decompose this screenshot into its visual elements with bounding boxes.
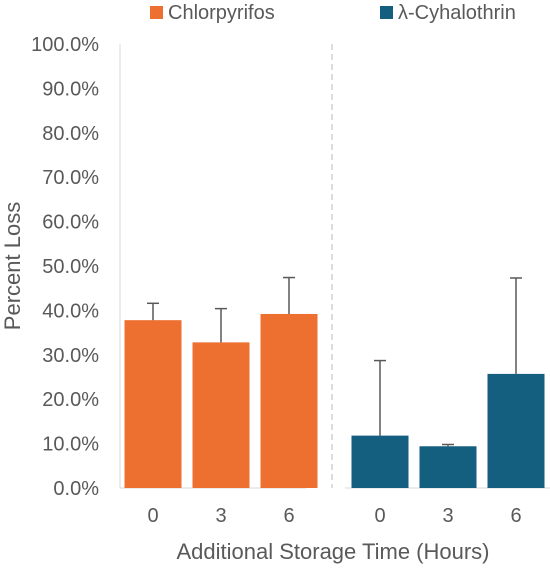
legend: Chlorpyrifos λ-Cyhalothrin (150, 2, 516, 24)
y-tick-label: 10.0% (42, 434, 99, 456)
x-tick-label: 3 (442, 505, 453, 527)
bar (351, 435, 409, 488)
y-tick-label: 80.0% (42, 123, 99, 145)
y-tick-label: 20.0% (42, 389, 99, 411)
x-tick-label: 6 (510, 505, 521, 527)
legend-item: Chlorpyrifos (150, 2, 275, 24)
y-tick-label: 100.0% (31, 34, 99, 56)
bar (192, 342, 250, 488)
x-tick-label: 6 (283, 505, 294, 527)
legend-swatch (150, 6, 163, 19)
x-tick-label: 0 (374, 505, 385, 527)
y-tick-label: 0.0% (53, 478, 99, 500)
y-tick-label: 40.0% (42, 300, 99, 322)
panel-2: 0 3 6 (345, 277, 550, 527)
y-tick-label: 50.0% (42, 256, 99, 278)
x-axis-label: Additional Storage Time (Hours) (176, 539, 489, 564)
x-tick-label: 0 (147, 505, 158, 527)
bar (260, 313, 318, 488)
panel-1: 0 3 6 (119, 44, 318, 527)
y-tick-label: 60.0% (42, 212, 99, 234)
y-axis: 0.0% 10.0% 20.0% 30.0% 40.0% 50.0% 60.0% 70.0% 8… (31, 34, 99, 500)
x-tick-label: 3 (215, 505, 226, 527)
legend-label: λ-Cyhalothrin (398, 2, 516, 24)
legend-swatch (380, 6, 393, 19)
bar (487, 373, 545, 488)
y-tick-label: 70.0% (42, 167, 99, 189)
bar (419, 446, 477, 488)
plot-area: 0 3 6 0 3 6 (119, 44, 550, 527)
bar (124, 320, 182, 488)
legend-label: Chlorpyrifos (168, 2, 275, 24)
y-tick-label: 90.0% (42, 78, 99, 100)
y-tick-label: 30.0% (42, 345, 99, 367)
legend-item: λ-Cyhalothrin (380, 2, 516, 24)
y-axis-label: Percent Loss (0, 202, 25, 330)
